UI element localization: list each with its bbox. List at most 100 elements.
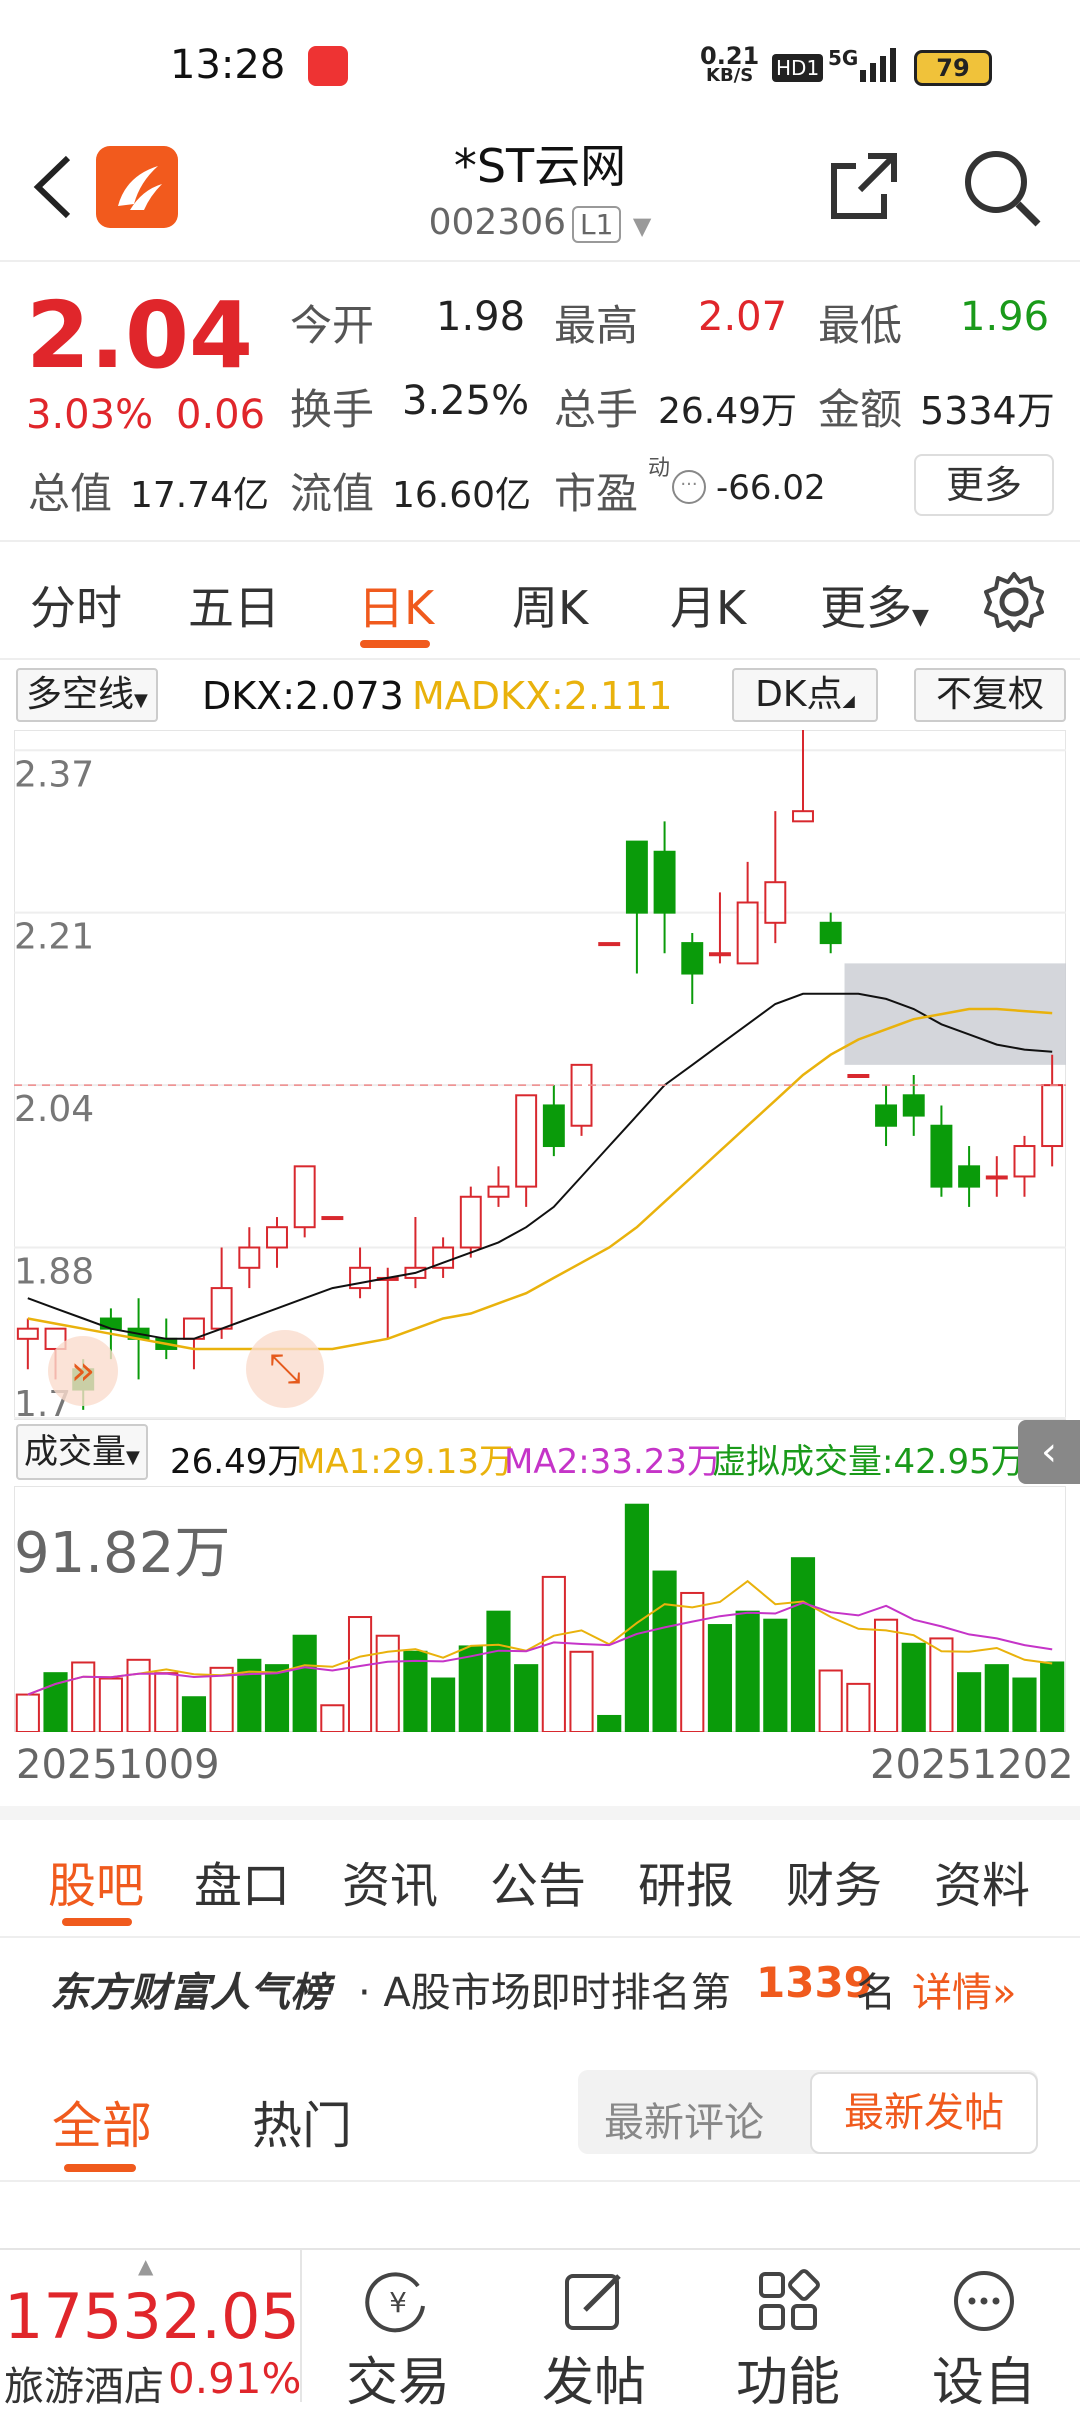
y-tick-label: 1.88 [14, 1252, 94, 1293]
index-value: 17532.05 [4, 2280, 300, 2353]
tab-news[interactable]: 资讯 [342, 1858, 439, 1914]
volume-bar [126, 1658, 151, 1732]
volume-bar [486, 1610, 511, 1732]
more-dots-icon [954, 2271, 1014, 2331]
volume-selector[interactable]: 成交量▼ [16, 1424, 148, 1480]
dkx-value: DKX:2.073 [202, 674, 404, 718]
volume-ma1-line [27, 1579, 1053, 1696]
volume-ma1: MA1:29.13万 [296, 1442, 514, 1482]
forum-tab-all[interactable]: 全部 [52, 2097, 152, 2155]
candle-body [625, 840, 648, 914]
hd-icon: HD1 [772, 54, 824, 82]
volume-bar [375, 1634, 400, 1732]
nav-function[interactable]: 功能 [708, 2266, 868, 2415]
app-logo-icon [96, 146, 178, 228]
battery-level: 79 [936, 54, 970, 82]
tab-financials[interactable]: 财务 [786, 1858, 883, 1914]
candle-body [570, 1063, 593, 1127]
info-icon[interactable]: ··· [672, 470, 706, 504]
volume-bar [652, 1570, 677, 1732]
signal-bars-icon [860, 48, 896, 82]
ranking-detail-link[interactable]: 详情» [912, 1960, 1016, 2018]
collapse-panel-icon[interactable]: ‹ [1018, 1420, 1080, 1484]
tab-weekly-k[interactable]: 周K [512, 581, 589, 635]
active-tab-indicator [360, 640, 430, 648]
sort-latest-comment[interactable]: 最新评论 [604, 2100, 764, 2146]
share-icon[interactable] [828, 150, 900, 222]
forum-tab-hot[interactable]: 热门 [252, 2097, 352, 2155]
net-speed: 0.21 KB/S [700, 42, 760, 86]
nav-trade-label: 交易 [345, 2353, 450, 2413]
volume-bar [929, 1637, 954, 1732]
tab-five-day[interactable]: 五日 [188, 581, 280, 635]
nav-post[interactable]: 发帖 [514, 2266, 674, 2415]
candle-body [487, 1185, 510, 1198]
candle-body [902, 1094, 925, 1117]
volume-bar [320, 1704, 345, 1732]
back-arrow-icon[interactable] [30, 152, 74, 222]
adjust-button[interactable]: 不复权 [914, 668, 1066, 722]
pe-superscript: 动 [648, 456, 671, 481]
amount-label: 金额 [818, 385, 903, 434]
sector-name: 旅游酒店 [4, 2364, 164, 2410]
nav-settings[interactable]: 设自 [904, 2266, 1064, 2415]
tab-more[interactable]: 更多▼ [820, 572, 929, 638]
kline-chart[interactable]: 2.372.212.041.881.7 [14, 730, 1066, 1420]
stock-code: 002306 [428, 202, 567, 243]
float-label: 流值 [290, 469, 375, 518]
candle-body [847, 1074, 870, 1078]
high-label: 最高 [554, 301, 639, 350]
tab-order-book[interactable]: 盘口 [194, 1858, 291, 1914]
candle-body [238, 1246, 261, 1269]
gear-icon[interactable] [982, 570, 1046, 634]
tab-forum[interactable]: 股吧 [48, 1858, 145, 1914]
volume-bar [624, 1503, 649, 1732]
sort-latest-post[interactable]: 最新发帖 [810, 2072, 1038, 2154]
sort-toggle: 最新评论 最新发帖 [578, 2070, 1038, 2154]
volume-bar [763, 1618, 788, 1732]
candle [293, 1165, 316, 1238]
svg-text:¥: ¥ [389, 2286, 407, 2319]
period-tabs: 分时 五日 日K 周K 月K 更多▼ [0, 542, 1080, 660]
pe-value: -66.02 [716, 468, 826, 508]
level-badge: L1 [572, 205, 622, 243]
volume-chart[interactable] [14, 1486, 1066, 1732]
popularity-ranking[interactable]: 东方财富人气榜 · A股市场即时排名第 1339 名 详情» [0, 1930, 1080, 2040]
volume-ma2-line [27, 1601, 1053, 1696]
tab-announcements[interactable]: 公告 [490, 1858, 587, 1914]
volume-bar [597, 1714, 622, 1732]
indicator-selector[interactable]: 多空线▼ [16, 668, 158, 722]
dk-points-button[interactable]: DK点◢ [732, 668, 878, 722]
double-chevron-icon: » [992, 1970, 1017, 2016]
tab-research[interactable]: 研报 [638, 1858, 735, 1914]
candle-body [681, 942, 704, 975]
candle-body [875, 1104, 898, 1127]
candle-body [1013, 1145, 1036, 1178]
indicator-selector-label: 多空线 [26, 674, 135, 715]
sector-change: 0.91% [168, 2354, 302, 2403]
more-button[interactable]: 更多 [914, 454, 1054, 516]
indicator-bar: 多空线▼ DKX:2.073 MADKX:2.111 DK点◢ 不复权 [0, 662, 1080, 728]
nav-trade[interactable]: ¥ 交易 [318, 2266, 478, 2415]
quote-panel: 2.04 3.03% 0.06 今开 1.98 最高 2.07 最低 1.96 … [0, 262, 1080, 542]
ranking-number: 1339 [756, 1958, 873, 2007]
change-pct: 3.03% [26, 392, 154, 438]
candle-body [708, 952, 731, 957]
candle [1013, 1135, 1036, 1197]
tab-daily-k[interactable]: 日K [358, 581, 435, 635]
tab-profile[interactable]: 资料 [934, 1858, 1031, 1914]
forum-active-indicator [64, 2164, 136, 2172]
tab-intraday[interactable]: 分时 [30, 581, 122, 635]
candle-body [819, 921, 842, 945]
net-speed-value: 0.21 [700, 42, 760, 70]
index-ticker[interactable]: ▲ 17532.05 旅游酒店 0.91% [0, 2250, 302, 2410]
volume-bar [209, 1666, 234, 1732]
search-icon[interactable] [962, 148, 1042, 228]
tab-monthly-k[interactable]: 月K [670, 581, 747, 635]
expand-left-icon[interactable]: » [48, 1336, 118, 1406]
stock-code-row[interactable]: 002306 L1 ▼ [0, 202, 1080, 243]
fullscreen-icon[interactable]: ⤡ [246, 1330, 324, 1408]
candle [792, 730, 814, 823]
nav-settings-label: 设自 [931, 2353, 1036, 2413]
mktcap-label: 总值 [28, 469, 113, 518]
